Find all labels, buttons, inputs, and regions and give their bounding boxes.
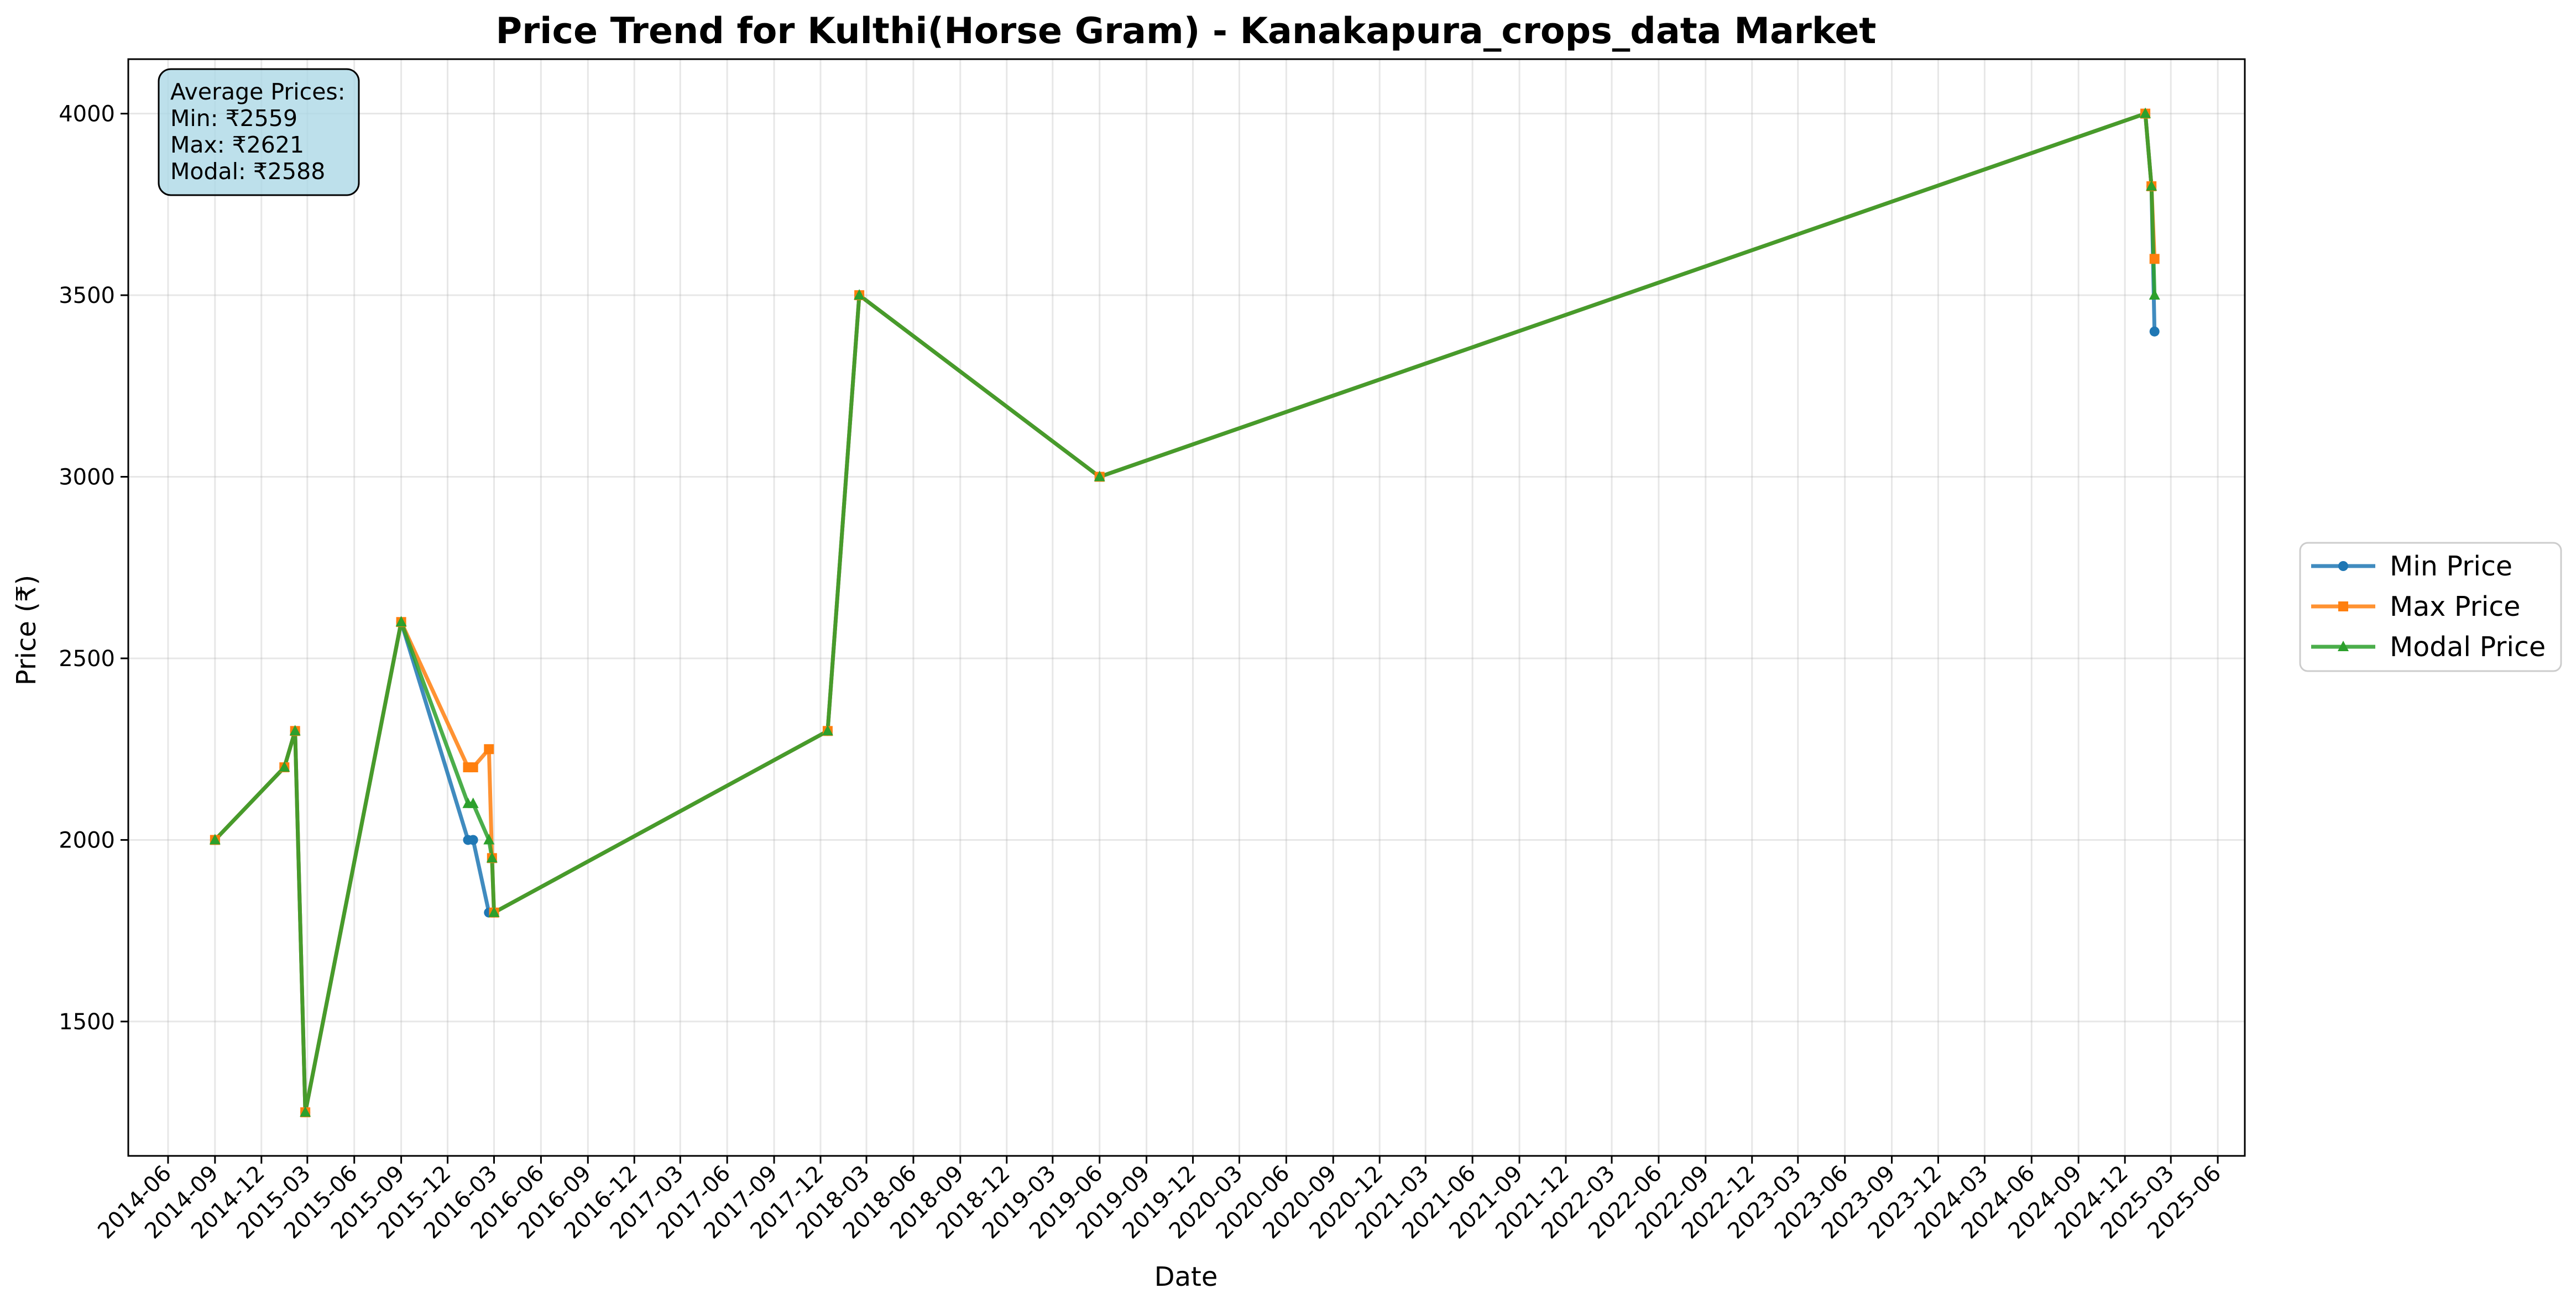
y-tick-label: 3500 — [59, 283, 115, 308]
y-tick-label: 2000 — [59, 828, 115, 853]
modal-price-point — [289, 725, 301, 736]
min-price-point — [2149, 326, 2160, 337]
annotation-heading: Average Prices: — [170, 78, 346, 105]
max-price-point — [484, 744, 494, 755]
legend-min-price-label: Min Price — [2390, 551, 2512, 582]
annotation-modal: Modal: ₹2588 — [170, 158, 325, 185]
plot-area-frame — [127, 58, 2246, 1157]
legend-max-price-marker — [2338, 601, 2348, 611]
chart-title: Price Trend for Kulthi(Horse Gram) - Kan… — [495, 11, 1876, 52]
legend-frame — [2299, 542, 2562, 672]
min-price-point — [468, 835, 478, 845]
annotation-max: Max: ₹2621 — [170, 132, 304, 158]
y-tick-label: 4000 — [59, 102, 115, 127]
gridlines — [128, 59, 2245, 1156]
max-price-point — [2149, 254, 2160, 264]
annotation-min: Min: ₹2559 — [170, 105, 297, 132]
series-markers — [209, 107, 2160, 1118]
legend: Min Price Max Price Modal Price — [2299, 542, 2562, 672]
y-axis-label: Price (₹) — [11, 575, 42, 685]
average-prices-annotation: Average Prices: Min: ₹2559 Max: ₹2621 Mo… — [158, 68, 360, 196]
modal-price-point — [854, 289, 865, 300]
max-price-point — [468, 762, 478, 773]
x-axis-label: Date — [1154, 1261, 1218, 1292]
legend-max-price-label: Max Price — [2390, 591, 2520, 622]
modal-price-point — [822, 725, 833, 736]
modal-price-line — [213, 112, 2157, 1114]
y-tick-label: 3000 — [59, 464, 115, 490]
modal-price-point — [488, 906, 500, 917]
legend-modal-price-label: Modal Price — [2390, 631, 2546, 663]
modal-price-point — [2140, 107, 2151, 118]
modal-price-point — [395, 616, 407, 627]
modal-price-point — [483, 834, 495, 845]
modal-price-point — [209, 834, 221, 845]
y-tick-label: 1500 — [59, 1009, 115, 1035]
modal-price-point — [300, 1106, 311, 1117]
legend-modal-price-marker — [2338, 641, 2349, 651]
modal-price-point — [486, 852, 498, 863]
modal-price-point — [467, 797, 479, 808]
annotation-background — [158, 68, 360, 196]
legend-min-price-marker — [2338, 561, 2348, 571]
axis-ticks: 1500200025003000350040002014-062014-0920… — [59, 102, 2226, 1244]
modal-price-point — [2146, 180, 2157, 191]
modal-price-point — [1094, 470, 1105, 481]
modal-price-point — [2149, 289, 2160, 300]
modal-price-point — [279, 761, 290, 772]
y-tick-label: 2500 — [59, 646, 115, 672]
